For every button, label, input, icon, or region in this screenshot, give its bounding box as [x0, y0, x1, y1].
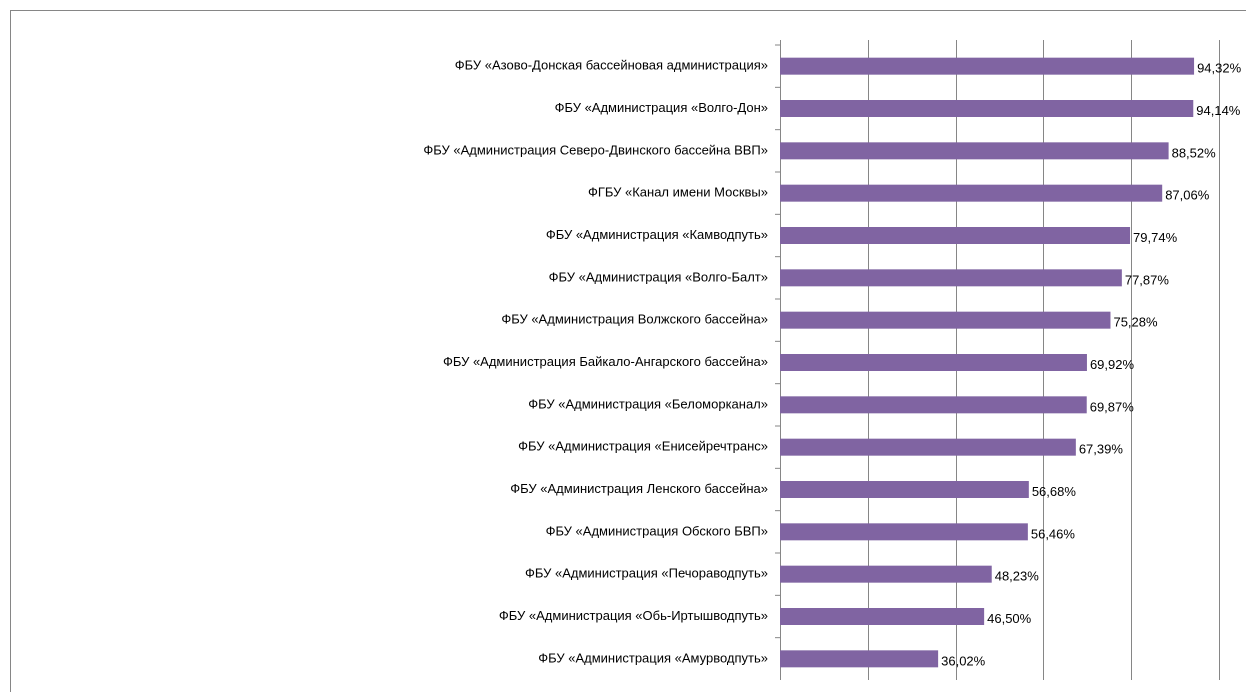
bar	[780, 481, 1029, 498]
y-tick-label: ФГБУ «Канал имени Москвы»	[588, 185, 768, 200]
value-label: 77,87%	[1125, 272, 1170, 287]
y-tick-label: ФБУ «Администрация «Волго-Дон»	[555, 100, 768, 115]
bar	[780, 523, 1028, 541]
bar	[780, 311, 1111, 329]
value-label: 56,68%	[1032, 484, 1077, 499]
value-label: 88,52%	[1172, 145, 1217, 160]
y-tick-label: ФБУ «Администрация «Печораводпуть»	[525, 566, 768, 581]
chart-frame	[10, 10, 1246, 692]
value-label: 69,92%	[1090, 357, 1135, 372]
y-tick-label: ФБУ «Администрация «Обь-Иртышводпуть»	[499, 608, 768, 623]
y-tick-label: ФБУ «Администрация Обского БВП»	[546, 523, 768, 538]
bar	[780, 565, 992, 583]
y-tick-label: ФБУ «Азово-Донская бассейновая администр…	[455, 58, 768, 73]
value-label: 94,32%	[1197, 61, 1242, 76]
bar	[780, 100, 1194, 117]
y-tick-label: ФБУ «Администрация Байкало-Ангарского ба…	[443, 354, 768, 369]
bar	[780, 650, 939, 668]
y-tick-label: ФБУ «Администрация «Амурводпуть»	[538, 650, 768, 665]
value-label: 56,46%	[1031, 526, 1076, 541]
y-tick-label: ФБУ «Администрация «Енисейречтранс»	[518, 439, 768, 454]
value-label: 75,28%	[1113, 315, 1158, 330]
bar	[780, 608, 985, 625]
value-label: 48,23%	[995, 569, 1040, 584]
value-label: 87,06%	[1165, 188, 1210, 203]
y-tick-label: ФБУ «Администрация Ленского бассейна»	[510, 481, 768, 496]
value-label: 46,50%	[987, 611, 1032, 626]
bar	[780, 396, 1087, 414]
y-tick-label: ФБУ «Администрация Волжского бассейна»	[501, 312, 768, 327]
bar	[780, 227, 1131, 244]
value-label: 94,14%	[1196, 103, 1241, 118]
bar	[780, 438, 1076, 456]
bar	[780, 184, 1163, 202]
y-tick-label: ФБУ «Администрация «Беломорканал»	[528, 396, 768, 411]
value-label: 69,87%	[1090, 399, 1135, 414]
y-tick-label: ФБУ «Администрация «Волго-Балт»	[549, 269, 768, 284]
value-label: 67,39%	[1079, 442, 1124, 457]
bar	[780, 354, 1087, 371]
bar	[780, 142, 1169, 160]
value-label: 79,74%	[1133, 230, 1178, 245]
bar	[780, 269, 1122, 287]
y-tick-label: ФБУ «Администрация «Камводпуть»	[546, 227, 768, 242]
y-tick-label: ФБУ «Администрация Северо-Двинского басс…	[423, 142, 768, 157]
bar	[780, 57, 1195, 75]
value-label: 36,02%	[941, 653, 986, 668]
